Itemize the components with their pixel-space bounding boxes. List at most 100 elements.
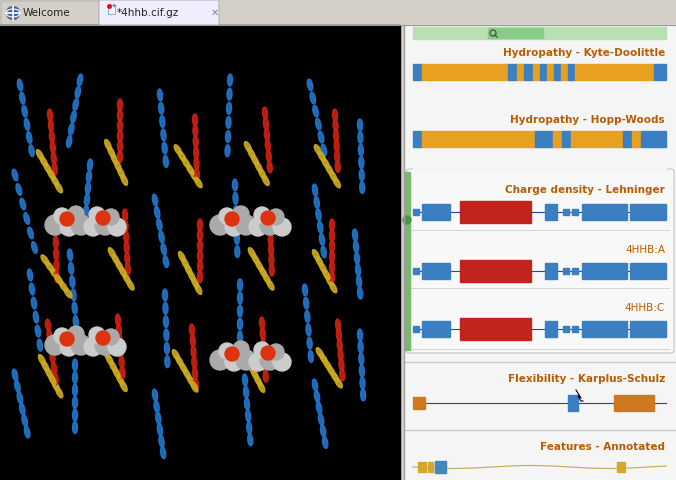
Ellipse shape <box>358 144 364 156</box>
Ellipse shape <box>333 120 338 132</box>
Ellipse shape <box>119 356 124 368</box>
Ellipse shape <box>258 382 265 392</box>
Ellipse shape <box>66 136 72 147</box>
Ellipse shape <box>37 150 44 160</box>
Ellipse shape <box>269 254 274 266</box>
Bar <box>522 318 531 340</box>
Ellipse shape <box>268 244 274 256</box>
Ellipse shape <box>237 331 243 343</box>
Ellipse shape <box>264 118 268 130</box>
Ellipse shape <box>55 271 59 283</box>
Ellipse shape <box>176 356 183 367</box>
Ellipse shape <box>329 272 335 284</box>
Circle shape <box>89 207 105 223</box>
Bar <box>422 131 535 147</box>
Ellipse shape <box>258 168 266 179</box>
Ellipse shape <box>47 330 52 342</box>
Bar <box>572 268 578 274</box>
Ellipse shape <box>50 268 58 278</box>
Ellipse shape <box>189 324 195 336</box>
Ellipse shape <box>356 276 362 288</box>
Ellipse shape <box>335 319 341 331</box>
Bar <box>413 326 419 332</box>
Ellipse shape <box>163 302 168 314</box>
Ellipse shape <box>360 181 364 193</box>
Bar <box>413 27 666 39</box>
Ellipse shape <box>164 329 169 341</box>
FancyBboxPatch shape <box>99 0 219 25</box>
Text: Flexibility - Karplus-Schulz: Flexibility - Karplus-Schulz <box>508 374 665 384</box>
Ellipse shape <box>193 146 199 158</box>
Ellipse shape <box>71 111 76 123</box>
Ellipse shape <box>337 339 342 351</box>
Ellipse shape <box>312 379 318 391</box>
Ellipse shape <box>158 424 162 436</box>
Ellipse shape <box>20 92 25 104</box>
Circle shape <box>225 218 243 236</box>
Ellipse shape <box>319 234 324 245</box>
Bar <box>571 131 623 147</box>
Ellipse shape <box>245 398 249 410</box>
Ellipse shape <box>155 412 161 424</box>
Bar <box>617 462 625 472</box>
Ellipse shape <box>333 130 339 142</box>
Ellipse shape <box>226 102 231 114</box>
Ellipse shape <box>158 89 162 101</box>
Ellipse shape <box>73 99 78 110</box>
Circle shape <box>261 346 275 360</box>
Ellipse shape <box>197 240 203 252</box>
Ellipse shape <box>314 196 319 208</box>
Ellipse shape <box>123 273 130 284</box>
Circle shape <box>71 215 91 235</box>
Ellipse shape <box>72 372 78 384</box>
Bar <box>547 64 554 80</box>
Ellipse shape <box>302 284 308 296</box>
Bar <box>413 64 422 80</box>
Ellipse shape <box>125 252 130 264</box>
Ellipse shape <box>243 374 247 386</box>
Bar <box>545 204 557 220</box>
Ellipse shape <box>268 214 272 226</box>
Ellipse shape <box>233 192 238 204</box>
Circle shape <box>45 215 65 235</box>
Text: *4hhb.cif.gz: *4hhb.cif.gz <box>117 8 179 18</box>
Ellipse shape <box>320 354 328 364</box>
Bar <box>630 263 666 279</box>
Bar <box>540 64 547 80</box>
Circle shape <box>89 327 105 343</box>
Circle shape <box>95 215 115 235</box>
Ellipse shape <box>322 269 330 280</box>
Ellipse shape <box>69 123 74 135</box>
Ellipse shape <box>269 264 274 276</box>
Ellipse shape <box>359 169 364 181</box>
Ellipse shape <box>108 248 116 258</box>
Ellipse shape <box>329 170 337 181</box>
Ellipse shape <box>15 381 20 392</box>
Bar <box>460 201 522 223</box>
Circle shape <box>225 353 243 371</box>
Ellipse shape <box>319 263 327 274</box>
Ellipse shape <box>120 381 127 392</box>
Ellipse shape <box>314 144 322 156</box>
Ellipse shape <box>122 209 128 221</box>
Ellipse shape <box>197 229 203 241</box>
Circle shape <box>108 338 126 356</box>
Circle shape <box>260 215 280 235</box>
Ellipse shape <box>164 316 168 328</box>
Ellipse shape <box>329 219 335 231</box>
Bar <box>632 131 641 147</box>
Bar <box>572 209 578 215</box>
Ellipse shape <box>118 346 123 358</box>
Ellipse shape <box>247 434 253 446</box>
Ellipse shape <box>87 171 91 182</box>
Ellipse shape <box>248 362 255 373</box>
Ellipse shape <box>359 353 364 365</box>
Bar <box>563 209 569 215</box>
Circle shape <box>6 6 20 20</box>
Ellipse shape <box>358 287 362 299</box>
Ellipse shape <box>237 279 243 291</box>
Ellipse shape <box>54 259 59 271</box>
Bar <box>422 321 450 337</box>
Ellipse shape <box>335 377 342 388</box>
Bar <box>630 321 666 337</box>
